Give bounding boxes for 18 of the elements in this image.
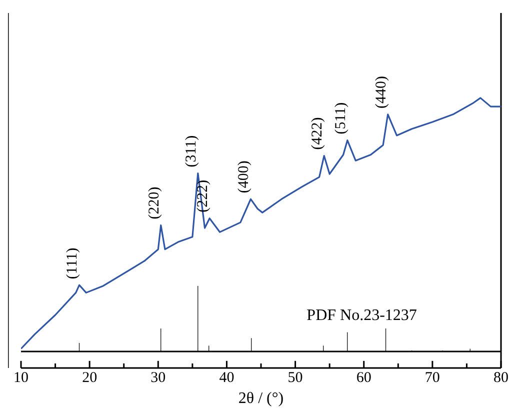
annotation: (400) <box>236 160 252 194</box>
x-tick-label: 40 <box>219 370 234 386</box>
x-tick-label: 60 <box>356 370 372 386</box>
annotation: (511) <box>332 102 349 134</box>
x-axis-title: 2θ / (°) <box>238 390 284 407</box>
x-tick-label: 10 <box>14 370 28 386</box>
annotation: (111) <box>64 248 81 280</box>
x-tick-label: 70 <box>424 370 440 386</box>
series-label: PDF No.23-1237 <box>306 306 417 324</box>
x-tick-label: 20 <box>82 370 98 386</box>
annotation: (422) <box>310 117 326 150</box>
annotation: (311) <box>183 135 200 168</box>
annotation: (440) <box>373 76 390 108</box>
x-tick-label: 50 <box>288 370 303 386</box>
x-tick-label: 80 <box>494 370 508 386</box>
x-tick-label: 30 <box>150 370 166 386</box>
annotation: (220) <box>146 186 162 220</box>
annotation: (222) <box>195 180 212 212</box>
